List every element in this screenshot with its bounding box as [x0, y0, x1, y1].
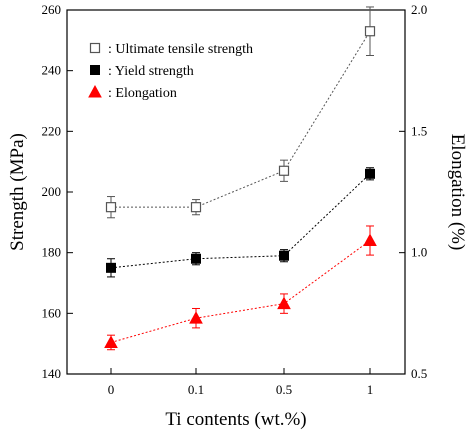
- y2-tick-label: 1.0: [411, 245, 427, 260]
- data-point: [364, 26, 376, 37]
- x-tick-label: 0.1: [188, 382, 204, 397]
- data-point: [189, 311, 203, 324]
- x-tick-label: 1: [367, 382, 374, 397]
- y-tick-label: 220: [42, 123, 62, 138]
- data-point: [277, 296, 291, 310]
- data-point: [363, 233, 377, 247]
- y-tick-label: 240: [42, 63, 62, 78]
- series-line: [110, 240, 371, 343]
- x-axis-title: Ti contents (wt.%): [165, 409, 306, 430]
- y-tick-label: 180: [42, 245, 62, 260]
- legend-marker: [88, 84, 102, 98]
- data-point: [190, 202, 202, 213]
- series-0: [105, 6, 376, 219]
- y-tick-label: 160: [42, 305, 62, 320]
- right-axis: 0.5 1.0 1.5 2.0: [399, 2, 427, 381]
- y-tick-label: 200: [42, 184, 62, 199]
- legend-marker: [90, 65, 100, 75]
- y2-tick-label: 0.5: [411, 366, 427, 381]
- legend-label: : Ultimate tensile strength: [108, 42, 253, 57]
- legend-marker: [89, 42, 101, 54]
- data-point: [278, 165, 290, 176]
- x-tick-label: 0.5: [276, 382, 292, 397]
- legend: : Ultimate tensile strength : Yield stren…: [88, 42, 253, 101]
- series-line: [111, 30, 371, 208]
- series-line: [110, 173, 371, 269]
- data-point: [365, 168, 375, 179]
- y-tick-label: 260: [42, 2, 62, 17]
- data-point: [105, 202, 117, 213]
- data-point: [106, 262, 116, 273]
- y2-tick-label: 2.0: [411, 2, 427, 17]
- series-2: [104, 225, 377, 351]
- data-point: [279, 250, 289, 261]
- y2-axis-title: Elongation (%): [447, 134, 468, 251]
- series-layer: [104, 6, 377, 351]
- x-tick-label: 0: [108, 382, 115, 397]
- y2-tick-label: 1.5: [411, 123, 427, 138]
- data-point: [191, 253, 201, 264]
- bottom-axis: 0 0.1 0.5 1: [108, 368, 374, 397]
- y-axis-title: Strength (MPa): [7, 133, 28, 251]
- left-axis: 140 160 180 200 220 240 260: [42, 2, 73, 381]
- series-1: [106, 167, 375, 278]
- legend-label: : Yield strength: [108, 64, 194, 79]
- data-point: [104, 335, 118, 348]
- legend-label: : Elongation: [108, 86, 177, 101]
- y-tick-label: 140: [42, 366, 62, 381]
